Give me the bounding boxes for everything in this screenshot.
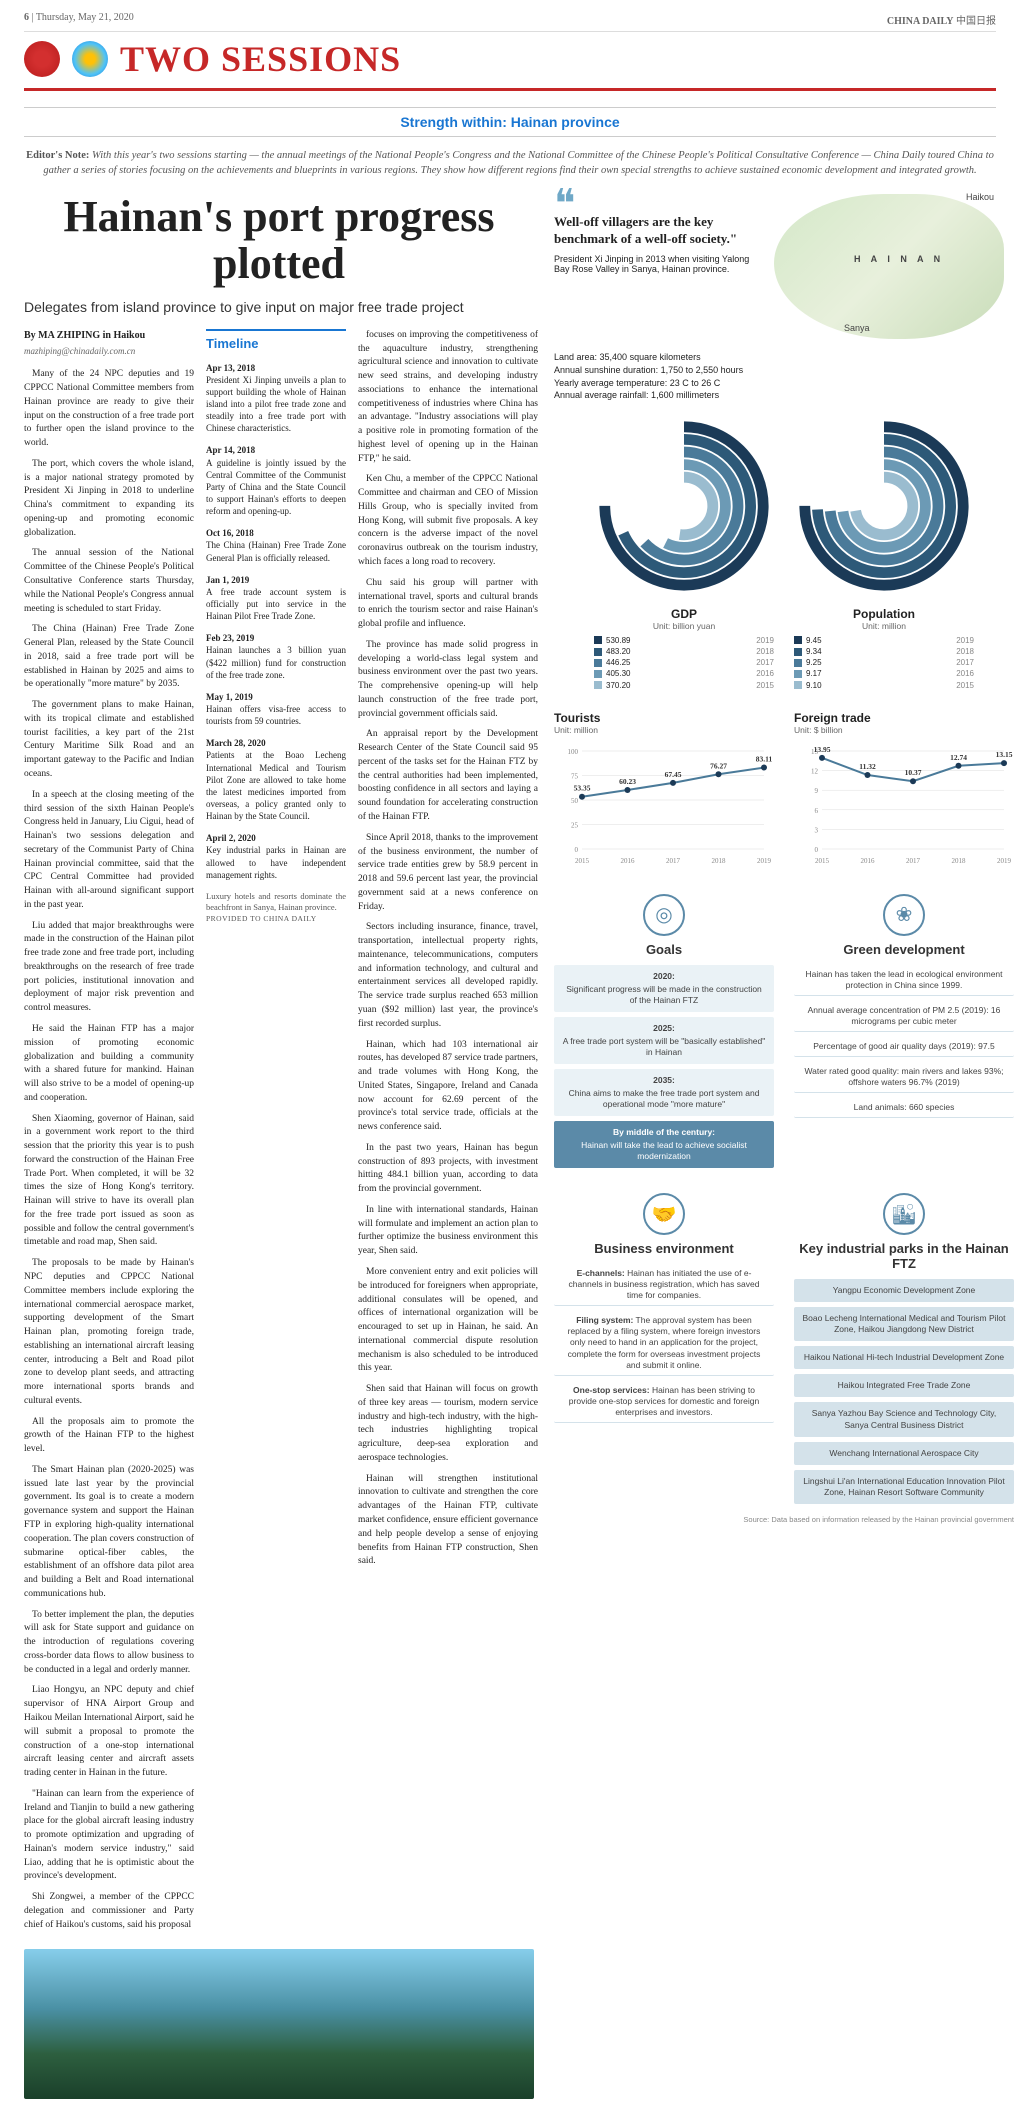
kicker: Strength within: Hainan province [24,107,996,137]
svg-text:60.23: 60.23 [619,777,636,786]
source-line: Source: Data based on information releas… [554,1515,1014,1524]
svg-text:11.32: 11.32 [859,762,876,771]
tourists-chart: Tourists Unit: million 025507510053.3520… [554,711,774,874]
timeline-col: Timeline Apr 13, 2018President Xi Jinpin… [206,329,346,1940]
timeline-head: Timeline [206,329,346,354]
svg-text:50: 50 [571,797,579,805]
byline: By MA ZHIPING in Haikou [24,329,194,344]
timeline-item: Jan 1, 2019A free trade account system i… [206,574,346,623]
pub-chinese: 中国日报 [956,16,996,27]
timeline-item: April 2, 2020Key industrial parks in Hai… [206,832,346,881]
building-icon: 🏙 [883,1193,925,1235]
svg-text:13.95: 13.95 [814,745,831,754]
headline: Hainan's port progress plotted [24,194,534,286]
article-area: Hainan's port progress plotted Delegates… [24,194,534,2099]
svg-text:2019: 2019 [997,857,1012,865]
population-chart: Population Unit: million 9.4520199.34201… [794,416,974,691]
emblem-red [24,41,60,77]
timeline-item: Apr 14, 2018A guideline is jointly issue… [206,444,346,517]
svg-text:76.27: 76.27 [710,761,727,770]
quote-mark-icon: ❝ [554,194,764,214]
svg-text:2018: 2018 [952,857,967,865]
leaf-icon: ❀ [883,894,925,936]
emblem-gold [72,41,108,77]
handshake-icon: 🤝 [643,1193,685,1235]
svg-text:9: 9 [815,787,819,795]
svg-text:6: 6 [815,806,819,814]
svg-text:25: 25 [571,821,579,829]
target-icon: ◎ [643,894,685,936]
section-title: TWO SESSIONS [120,38,401,80]
svg-text:100: 100 [568,748,579,756]
svg-text:12: 12 [811,767,819,775]
subhead: Delegates from island province to give i… [24,299,534,315]
quote-text: Well-off villagers are the key benchmark… [554,214,764,248]
svg-text:53.35: 53.35 [574,783,591,792]
svg-text:0: 0 [575,846,579,854]
svg-text:3: 3 [815,826,819,834]
body-col-3: focuses on improving the competitiveness… [358,329,538,1940]
hainan-map: Haikou H A I N A N Sanya [774,194,1004,339]
svg-text:2016: 2016 [861,857,876,865]
editors-note-label: Editor's Note: [26,150,89,161]
svg-text:2019: 2019 [757,857,772,865]
body-col-1: By MA ZHIPING in Haikou mazhiping@chinad… [24,329,194,1940]
infographic-panel: ❝ Well-off villagers are the key benchma… [554,194,1014,2099]
gdp-chart: GDP Unit: billion yuan 530.892019483.202… [594,416,774,691]
svg-text:75: 75 [571,772,579,780]
svg-text:10.37: 10.37 [905,768,922,777]
parks-block: 🏙 Key industrial parks in the Hainan FTZ… [794,1193,1014,1508]
timeline-item: May 1, 2019Hainan offers visa-free acces… [206,691,346,727]
svg-text:2015: 2015 [575,857,590,865]
timeline-item: March 28, 2020Patients at the Boao Leche… [206,737,346,822]
editors-note: Editor's Note: With this year's two sess… [24,149,996,178]
svg-text:2017: 2017 [666,857,681,865]
quote-attribution: President Xi Jinping in 2013 when visiti… [554,254,764,274]
green-block: ❀ Green development Hainan has taken the… [794,894,1014,1174]
top-bar: 6 | Thursday, May 21, 2020 CHINA DAILY 中… [24,12,996,32]
editors-note-text: With this year's two sessions starting —… [43,150,994,176]
photo-caption: Luxury hotels and resorts dominate the b… [206,891,346,924]
svg-text:67.45: 67.45 [665,770,682,779]
byline-email: mazhiping@chinadaily.com.cn [24,345,194,358]
date: Thursday, May 21, 2020 [36,12,134,23]
map-stats: Land area: 35,400 square kilometersAnnua… [554,351,1014,401]
svg-text:2015: 2015 [815,857,830,865]
publication: CHINA DAILY [887,16,954,27]
beachfront-photo [24,1949,534,2099]
goals-block: ◎ Goals 2020:Significant progress will b… [554,894,774,1174]
svg-text:12.74: 12.74 [950,752,967,761]
svg-text:2016: 2016 [621,857,636,865]
svg-text:2018: 2018 [712,857,727,865]
svg-text:83.11: 83.11 [756,754,773,763]
masthead: TWO SESSIONS [24,38,996,91]
timeline-item: Apr 13, 2018President Xi Jinping unveils… [206,362,346,435]
pull-quote: ❝ Well-off villagers are the key benchma… [554,194,764,339]
timeline-item: Feb 23, 2019Hainan launches a 3 billion … [206,632,346,681]
svg-text:2017: 2017 [906,857,921,865]
svg-text:0: 0 [815,846,819,854]
business-block: 🤝 Business environment E-channels: Haina… [554,1193,774,1508]
page-number: 6 [24,12,29,23]
trade-chart: Foreign trade Unit: $ billion 0369121513… [794,711,1014,874]
timeline-item: Oct 16, 2018The China (Hainan) Free Trad… [206,527,346,563]
svg-text:13.15: 13.15 [996,750,1013,759]
